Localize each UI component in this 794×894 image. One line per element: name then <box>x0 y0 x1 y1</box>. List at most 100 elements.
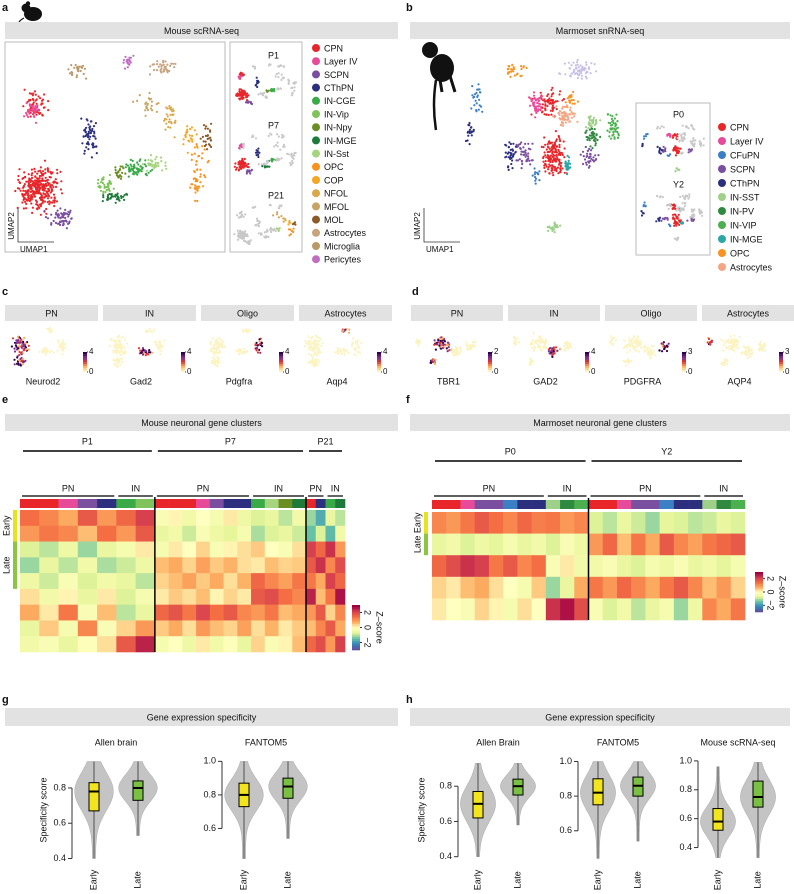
umap-point <box>45 208 47 210</box>
umap-point <box>195 188 197 190</box>
umap-point <box>34 175 36 177</box>
legend-label: SCPN <box>730 164 755 174</box>
panel-title: PN <box>45 308 58 318</box>
heatmap-cell <box>237 510 251 526</box>
colorbar-tick-label: 4 <box>285 347 290 356</box>
umap-point <box>125 166 127 168</box>
umap-point <box>465 140 467 142</box>
umap-point <box>682 202 684 204</box>
umap-point <box>160 68 162 70</box>
umap-point <box>673 204 675 206</box>
umap-point <box>610 138 612 140</box>
umap-point <box>69 210 71 212</box>
umap-point <box>550 99 552 101</box>
feature-points <box>707 335 767 367</box>
colorbar-tick-label: 0 <box>591 367 596 376</box>
umap-point <box>239 98 241 100</box>
umap-point <box>649 356 651 358</box>
colorbar-tick-label: 0 <box>688 367 693 376</box>
umap-point <box>87 141 89 143</box>
umap-point <box>674 170 676 172</box>
umap-point <box>539 103 541 105</box>
heatmap-cell <box>446 512 461 534</box>
umap-point <box>215 364 217 366</box>
umap-point <box>24 201 26 203</box>
umap-point <box>128 176 130 178</box>
heatmap-cell <box>292 557 306 573</box>
umap-point <box>587 127 589 129</box>
umap-point <box>540 95 542 97</box>
umap-point <box>116 347 118 349</box>
umap-point <box>210 343 212 345</box>
umap-point <box>552 172 554 174</box>
heatmap-cell <box>335 636 345 652</box>
heatmap-cell <box>503 598 518 620</box>
umap-point <box>129 168 131 170</box>
heatmap-cell <box>574 512 589 534</box>
heatmap-cell <box>182 605 196 621</box>
umap-point <box>562 106 564 108</box>
heatmap-cell <box>717 598 732 620</box>
panel-letter: a <box>2 2 9 14</box>
umap-point <box>475 341 477 343</box>
umap-point <box>760 345 762 347</box>
box <box>753 781 763 807</box>
feature-points <box>513 332 572 366</box>
umap-point <box>681 137 683 139</box>
umap-point <box>566 119 568 121</box>
umap-point <box>465 342 467 344</box>
umap-point <box>119 168 121 170</box>
umap-point <box>764 344 766 346</box>
umap-point <box>156 111 158 113</box>
umap-point <box>745 349 747 351</box>
umap-point <box>248 100 250 102</box>
umap-point <box>477 83 479 85</box>
umap-point <box>154 341 156 343</box>
heatmap-cell <box>660 555 675 577</box>
umap-point <box>316 364 318 366</box>
umap-point <box>278 135 280 137</box>
umap-point <box>534 97 536 99</box>
legend-label: IN-VIP <box>730 220 757 230</box>
umap-point <box>147 109 149 111</box>
umap-point <box>724 359 726 361</box>
umap-point <box>174 63 176 65</box>
umap-point <box>27 196 29 198</box>
umap-point <box>512 154 514 156</box>
umap-point <box>105 186 107 188</box>
umap-point <box>592 134 594 136</box>
legend-swatch <box>312 123 320 131</box>
umap-point <box>119 336 121 338</box>
umap-point <box>157 163 159 165</box>
colorbar-step <box>682 358 686 360</box>
umap-point <box>691 219 693 221</box>
heatmap-cell <box>136 605 156 621</box>
umap-point <box>88 143 90 145</box>
umap-point <box>25 348 27 350</box>
umap-point <box>316 336 318 338</box>
umap-axes <box>18 208 54 242</box>
umap-point <box>559 171 561 173</box>
umap-point <box>638 350 640 352</box>
umap-point <box>56 182 58 184</box>
heatmap-cell <box>182 589 196 605</box>
umap-point <box>36 105 38 107</box>
heatmap-cell <box>136 620 156 636</box>
umap-point <box>91 130 93 132</box>
umap-point <box>613 131 615 133</box>
umap-point <box>241 352 243 354</box>
umap-point <box>629 340 631 342</box>
umap-point <box>148 349 150 351</box>
heatmap-cell <box>702 598 717 620</box>
umap-point <box>48 195 50 197</box>
umap-point <box>722 340 724 342</box>
heatmap-cell <box>279 557 293 573</box>
umap-point <box>85 78 87 80</box>
umap-point <box>41 102 43 104</box>
heatmap-cell <box>251 589 265 605</box>
heatmap-cell <box>39 557 59 573</box>
umap-point <box>18 188 20 190</box>
panel-letter: g <box>2 694 9 706</box>
umap-point <box>551 356 553 358</box>
umap-point <box>550 110 552 112</box>
